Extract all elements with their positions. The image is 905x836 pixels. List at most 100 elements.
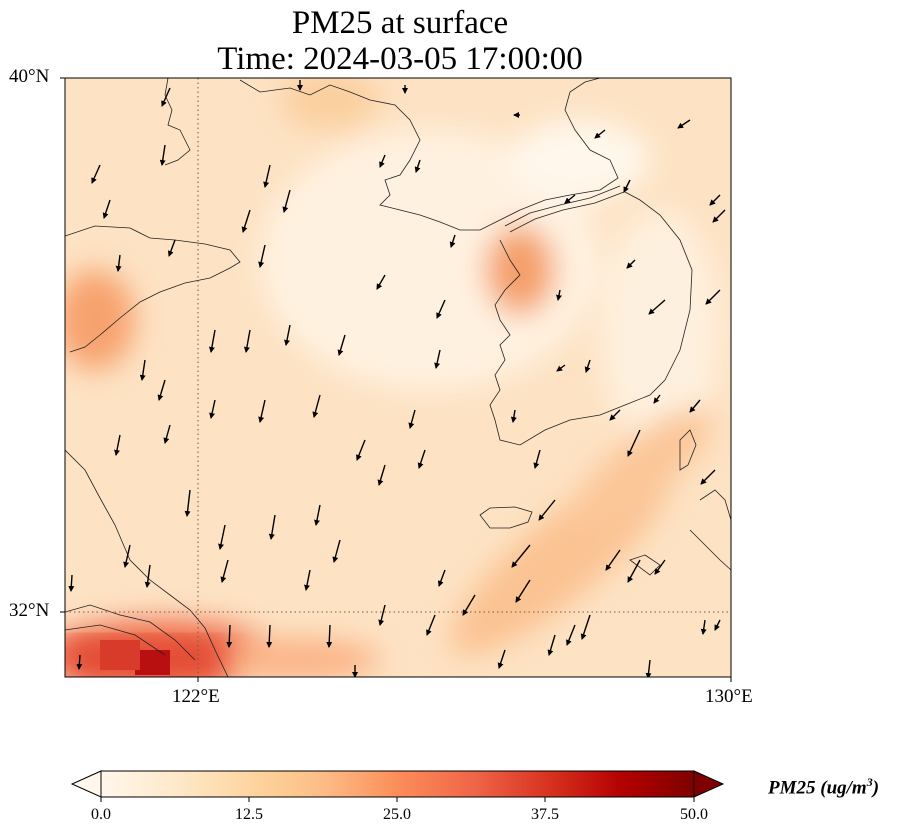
wind-arrow [356,439,366,461]
wind-arrow [533,449,541,469]
wind-arrow [157,379,166,401]
axis-ticks [60,77,732,682]
wind-arrow [115,254,122,272]
coastlines [65,78,731,677]
wind-arrows [68,80,726,677]
wind-arrow [144,564,151,588]
lat-label-32n: 32°N [9,600,50,621]
wind-arrow [511,544,531,568]
wind-arrow [436,299,446,319]
colorbar-extend-min [70,770,102,798]
wind-arrow [510,409,517,423]
colorbar-tick-2: 25.0 [383,806,411,823]
wind-arrow [123,544,131,568]
wind-arrow [161,87,171,107]
colorbar-extend-max [693,770,725,798]
wind-arrow [414,159,421,173]
wind-arrow [378,604,386,626]
colorbar-gradient [100,770,695,798]
wind-arrow [654,559,666,575]
wind-arrow [68,574,75,592]
colorbar-tick-0: 0.0 [91,806,111,823]
wind-arrow [449,234,456,248]
wind-arrow [102,199,111,219]
wind-arrow [159,144,166,166]
colorbar-label: PM25 (ug/m3) [768,775,880,799]
wind-arrow [609,409,621,421]
wind-arrow [226,624,233,648]
wind-arrow [91,164,101,184]
wind-arrow [184,489,191,517]
wind-arrow [284,324,291,346]
wind-arrow [437,569,446,587]
wind-arrow [268,514,276,540]
wind-arrow [645,659,652,677]
wind-arrow [434,349,441,369]
wind-arrow [114,434,121,456]
wind-arrow [241,209,251,233]
wind-arrow [705,289,721,305]
wind-arrow [218,524,226,550]
wind-arrow [312,394,321,418]
colorbar [70,770,725,802]
gridlines [65,78,731,677]
wind-arrow [677,119,691,129]
wind-arrow [314,504,321,526]
wind-arrow [208,329,216,353]
wind-arrow [700,619,707,635]
wind-arrow [408,409,416,429]
wind-arrow [379,154,386,168]
wind-arrow [689,399,701,413]
wind-arrow [258,399,266,423]
wind-arrow [714,619,721,631]
wind-arrow [594,129,606,139]
wind-arrow [167,239,176,257]
wind-arrow [220,559,229,583]
wind-arrow [417,449,426,469]
colorbar-tick-3: 37.5 [531,806,559,823]
wind-arrow [326,624,333,648]
wind-arrow [556,289,562,301]
wind-arrow [337,334,346,356]
wind-arrow [263,164,271,188]
map-title-line-1: PM25 at surface [291,5,509,41]
colorbar-tick-4: 50.0 [680,806,708,823]
wind-arrow [623,179,631,193]
wind-arrow [580,614,591,640]
wind-arrow [243,329,251,353]
pm25-field [65,78,731,677]
wind-arrow [76,654,83,670]
wind-arrow [266,624,273,648]
lon-label-130e: 130°E [705,686,753,707]
wind-arrow [564,194,576,204]
wind-arrow [376,274,386,290]
map-frame [64,77,732,678]
wind-arrow [648,299,666,315]
wind-arrow [426,614,436,636]
wind-arrow [584,359,591,373]
wind-arrow [209,399,216,419]
wind-arrow [627,429,641,457]
wind-arrow [709,194,721,206]
wind-arrow [547,634,556,656]
wind-arrow [515,579,531,603]
wind-arrow [163,424,171,444]
wind-arrow [627,559,641,583]
lon-label-122e: 122°E [172,686,220,707]
lat-label-40n: 40°N [9,66,50,87]
wind-arrow [258,244,266,268]
wind-arrow [462,594,476,616]
wind-arrow [566,624,576,646]
wind-arrow [304,569,311,591]
wind-arrow [139,359,146,381]
colorbar-tick-1: 12.5 [235,806,263,823]
wind-arrow [712,209,726,223]
wind-arrow [700,469,716,485]
wind-arrow [556,364,566,372]
map-title-line-2: Time: 2024-03-05 17:00:00 [217,41,583,77]
wind-arrow [332,539,341,563]
wind-arrow [538,499,556,521]
wind-arrow [626,259,636,269]
wind-arrow [653,394,661,404]
